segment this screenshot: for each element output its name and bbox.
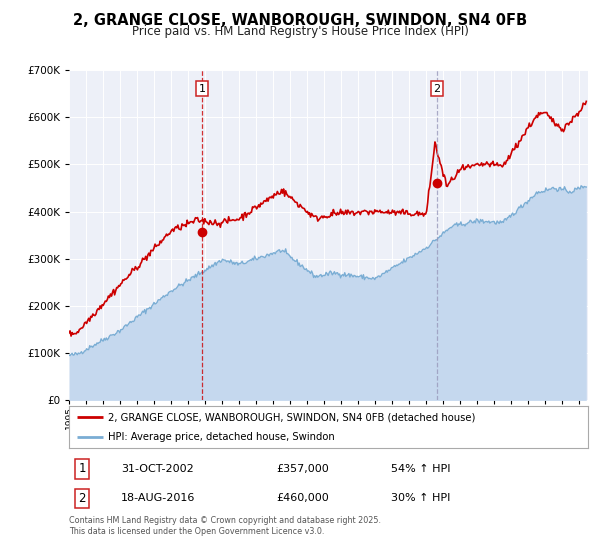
- Text: 2, GRANGE CLOSE, WANBOROUGH, SWINDON, SN4 0FB (detached house): 2, GRANGE CLOSE, WANBOROUGH, SWINDON, SN…: [108, 412, 475, 422]
- Text: HPI: Average price, detached house, Swindon: HPI: Average price, detached house, Swin…: [108, 432, 335, 442]
- Text: 2: 2: [434, 84, 440, 94]
- Text: 54% ↑ HPI: 54% ↑ HPI: [391, 464, 450, 474]
- Text: 1: 1: [199, 84, 206, 94]
- Text: 2, GRANGE CLOSE, WANBOROUGH, SWINDON, SN4 0FB: 2, GRANGE CLOSE, WANBOROUGH, SWINDON, SN…: [73, 13, 527, 28]
- Text: £357,000: £357,000: [277, 464, 329, 474]
- Text: Contains HM Land Registry data © Crown copyright and database right 2025.
This d: Contains HM Land Registry data © Crown c…: [69, 516, 381, 536]
- Text: £460,000: £460,000: [277, 493, 329, 503]
- Text: 30% ↑ HPI: 30% ↑ HPI: [391, 493, 450, 503]
- Text: 31-OCT-2002: 31-OCT-2002: [121, 464, 194, 474]
- Text: 1: 1: [78, 462, 86, 475]
- Text: 18-AUG-2016: 18-AUG-2016: [121, 493, 195, 503]
- Text: 2: 2: [78, 492, 86, 505]
- Text: Price paid vs. HM Land Registry's House Price Index (HPI): Price paid vs. HM Land Registry's House …: [131, 25, 469, 38]
